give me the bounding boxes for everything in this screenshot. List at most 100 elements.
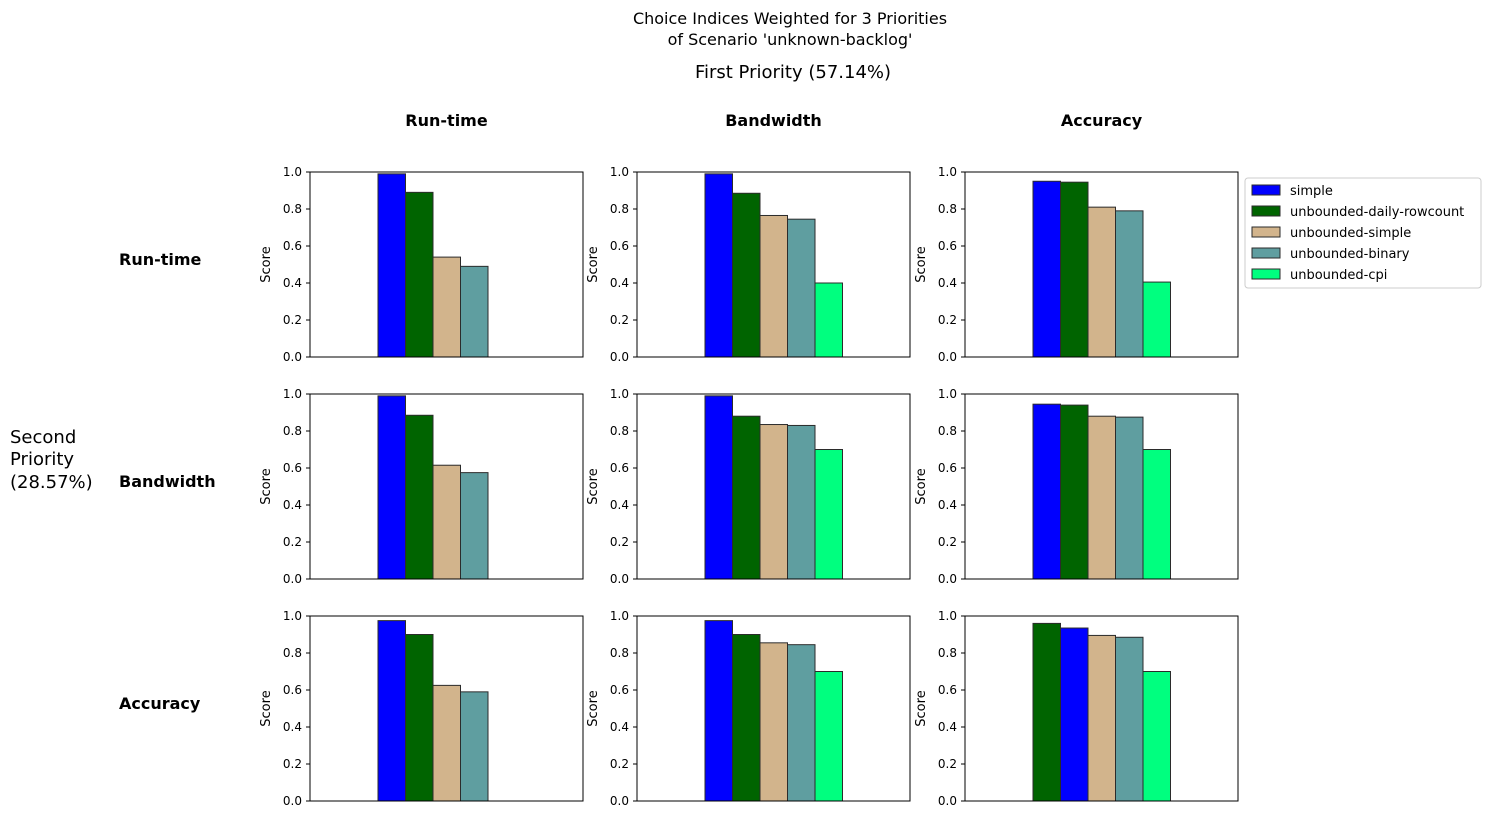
y-tick-label: 1.0 (283, 165, 302, 179)
y-tick-label: 0.6 (610, 239, 629, 253)
y-axis-label: Score (586, 468, 601, 504)
y-tick-label: 0.0 (610, 350, 629, 364)
bar-simple (1060, 627, 1089, 802)
y-axis-label: Score (259, 468, 274, 504)
bar-unbounded-binary (787, 644, 816, 802)
bar-unbounded-cpi (814, 282, 843, 358)
legend-swatch-unbounded-cpi (1251, 268, 1281, 280)
panel-run-time-run-time: 0.0 0.2 0.4 0.6 0.8 1.0 Score (259, 165, 584, 364)
bar-unbounded-cpi (1142, 281, 1171, 358)
legend-box (1244, 177, 1482, 289)
legend-label-unbounded-cpi: unbounded-cpi (1290, 268, 1387, 283)
bar-simple (704, 620, 733, 802)
bar-unbounded-cpi (1142, 449, 1171, 580)
y-tick-label: 0.8 (283, 202, 302, 216)
bar-simple (377, 395, 406, 580)
chart-title-line2: of Scenario 'unknown-backlog' (668, 30, 913, 49)
legend-label-unbounded-daily-rowcount: unbounded-daily-rowcount (1290, 205, 1464, 220)
panel-accuracy-run-time: 0.0 0.2 0.4 0.6 0.8 1.0 Score (259, 609, 584, 808)
bar-unbounded-daily-rowcount (405, 634, 434, 802)
y-tick-label: 0.0 (283, 350, 302, 364)
bar-unbounded-daily-rowcount (732, 415, 761, 580)
y-tick-label: 0.8 (938, 202, 957, 216)
legend-label-unbounded-binary: unbounded-binary (1290, 247, 1410, 262)
bar-unbounded-daily-rowcount (1032, 622, 1061, 802)
panel-bandwidth-run-time: 0.0 0.2 0.4 0.6 0.8 1.0 Score (259, 387, 584, 586)
bar-simple (377, 620, 406, 802)
bar-unbounded-simple (1087, 206, 1116, 358)
bar-simple (704, 395, 733, 580)
plot-frame (636, 615, 911, 802)
plot-frame (309, 615, 584, 802)
plot-frame (636, 171, 911, 358)
y-tick-label: 0.2 (283, 535, 302, 549)
y-tick-label: 0.0 (938, 572, 957, 586)
y-tick-label: 0.0 (283, 572, 302, 586)
y-tick-label: 0.2 (610, 313, 629, 327)
column-header-bandwidth: Bandwidth (725, 111, 822, 130)
y-tick-label: 0.2 (283, 313, 302, 327)
bar-unbounded-binary (787, 218, 816, 358)
plot-frame (964, 615, 1239, 802)
bar-unbounded-daily-rowcount (405, 191, 434, 358)
bar-unbounded-simple (432, 256, 461, 358)
y-tick-label: 0.4 (610, 498, 629, 512)
y-tick-label: 0.6 (283, 461, 302, 475)
y-tick-label: 0.4 (283, 498, 302, 512)
plot-frame (636, 393, 911, 580)
panel-run-time-accuracy: 0.0 0.2 0.4 0.6 0.8 1.0 Score (914, 165, 1239, 364)
panel-grid: Run-time Bandwidth Accuracy Run-time Bandwid… (119, 111, 1239, 808)
legend-label-simple: simple (1290, 184, 1333, 199)
bar-unbounded-binary (1115, 636, 1144, 802)
legend-swatch-unbounded-daily-rowcount (1251, 205, 1281, 217)
y-tick-label: 0.2 (938, 313, 957, 327)
legend-swatch-unbounded-simple (1251, 226, 1281, 238)
chart-title-line1: Choice Indices Weighted for 3 Priorities (633, 9, 947, 28)
legend-label-unbounded-simple: unbounded-simple (1290, 226, 1411, 241)
y-tick-label: 1.0 (610, 165, 629, 179)
y-tick-label: 0.8 (283, 646, 302, 660)
panel-run-time-bandwidth: 0.0 0.2 0.4 0.6 0.8 1.0 Score (586, 165, 911, 364)
legend: simple unbounded-daily-rowcount unbounded-… (1244, 177, 1482, 289)
y-tick-label: 0.8 (283, 424, 302, 438)
y-tick-label: 0.8 (938, 646, 957, 660)
y-tick-label: 1.0 (283, 387, 302, 401)
bar-unbounded-daily-rowcount (1060, 181, 1089, 358)
y-axis-label: Score (586, 246, 601, 282)
y-tick-label: 0.4 (610, 720, 629, 734)
bar-simple (704, 173, 733, 358)
y-tick-label: 0.4 (938, 498, 957, 512)
bar-simple (1032, 403, 1061, 580)
column-header-accuracy: Accuracy (1061, 111, 1143, 130)
y-tick-label: 0.8 (610, 424, 629, 438)
row-header-run-time: Run-time (119, 250, 202, 269)
y-tick-label: 0.0 (610, 794, 629, 808)
bar-unbounded-binary (1115, 210, 1144, 358)
row-header-accuracy: Accuracy (119, 694, 201, 713)
y-tick-label: 1.0 (938, 609, 957, 623)
bar-unbounded-daily-rowcount (732, 634, 761, 802)
y-tick-label: 0.6 (938, 683, 957, 697)
second-priority-line1: Second (10, 427, 76, 448)
y-tick-label: 0.0 (283, 794, 302, 808)
bar-simple (377, 173, 406, 358)
y-tick-label: 0.2 (283, 757, 302, 771)
y-tick-label: 0.4 (938, 276, 957, 290)
y-tick-label: 1.0 (610, 609, 629, 623)
y-tick-label: 0.4 (283, 276, 302, 290)
bar-unbounded-binary (460, 472, 489, 580)
y-tick-label: 0.6 (283, 239, 302, 253)
legend-swatch-unbounded-binary (1251, 247, 1281, 259)
legend-swatch-simple (1251, 184, 1281, 196)
bar-unbounded-simple (1087, 634, 1116, 802)
y-tick-label: 0.0 (610, 572, 629, 586)
y-axis-label: Score (259, 246, 274, 282)
bar-unbounded-simple (759, 214, 788, 358)
bar-unbounded-simple (432, 684, 461, 802)
row-header-bandwidth: Bandwidth (119, 472, 216, 491)
y-tick-label: 0.2 (610, 535, 629, 549)
bar-simple (1032, 180, 1061, 358)
y-axis-label: Score (914, 690, 929, 726)
bar-unbounded-simple (759, 642, 788, 802)
